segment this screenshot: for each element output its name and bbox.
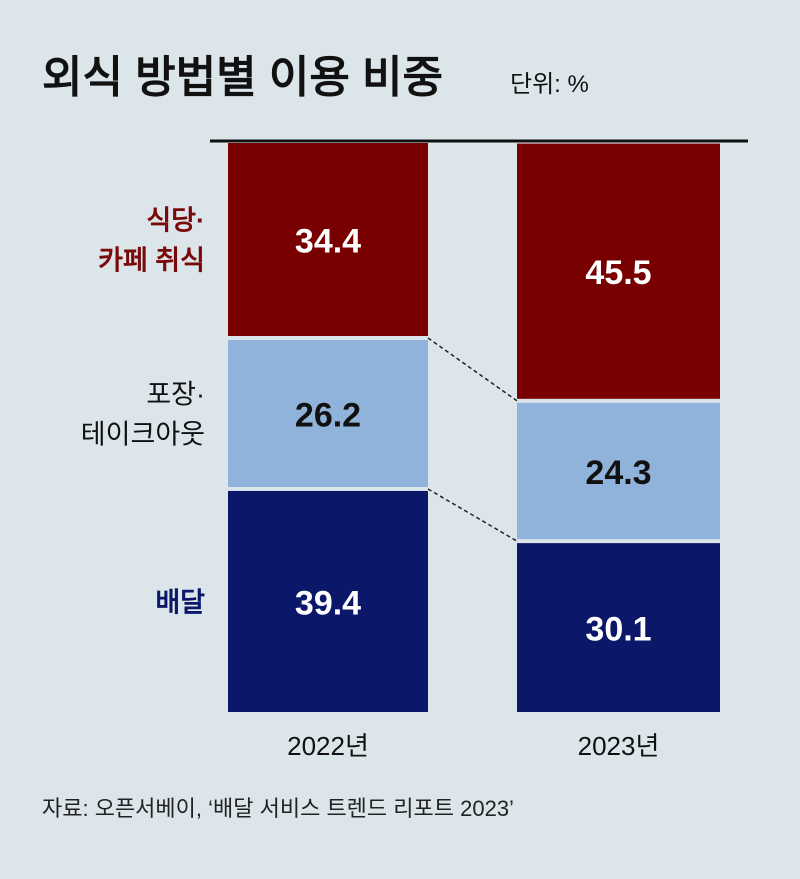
unit-label: 단위: %	[510, 71, 589, 98]
chart-title: 외식 방법별 이용 비중	[42, 53, 443, 102]
source-note: 자료: 오픈서베이, ‘배달 서비스 트렌드 리포트 2023’	[42, 796, 514, 821]
data-label: 24.3	[585, 454, 651, 492]
connector-line	[427, 337, 518, 402]
x-tick-label: 2023년	[578, 731, 660, 761]
bar-segment	[228, 339, 428, 487]
bar-segment	[517, 543, 720, 712]
bar-segment	[517, 143, 720, 399]
series-label: 배달	[155, 587, 205, 617]
series-label: 포장·	[146, 379, 205, 409]
data-label: 45.5	[585, 254, 651, 292]
data-label: 30.1	[585, 611, 651, 649]
series-label: 테이크아웃	[81, 419, 205, 449]
x-tick-label: 2022년	[287, 731, 369, 761]
data-label: 26.2	[295, 396, 361, 434]
data-label: 34.4	[295, 222, 361, 260]
bar-segment	[228, 143, 428, 336]
connector-line	[427, 488, 518, 542]
series-label: 식당·	[146, 205, 205, 235]
data-label: 39.4	[295, 584, 361, 622]
series-label: 카페 취식	[98, 245, 205, 275]
bar-segment	[228, 490, 428, 712]
bar-segment	[517, 402, 720, 540]
